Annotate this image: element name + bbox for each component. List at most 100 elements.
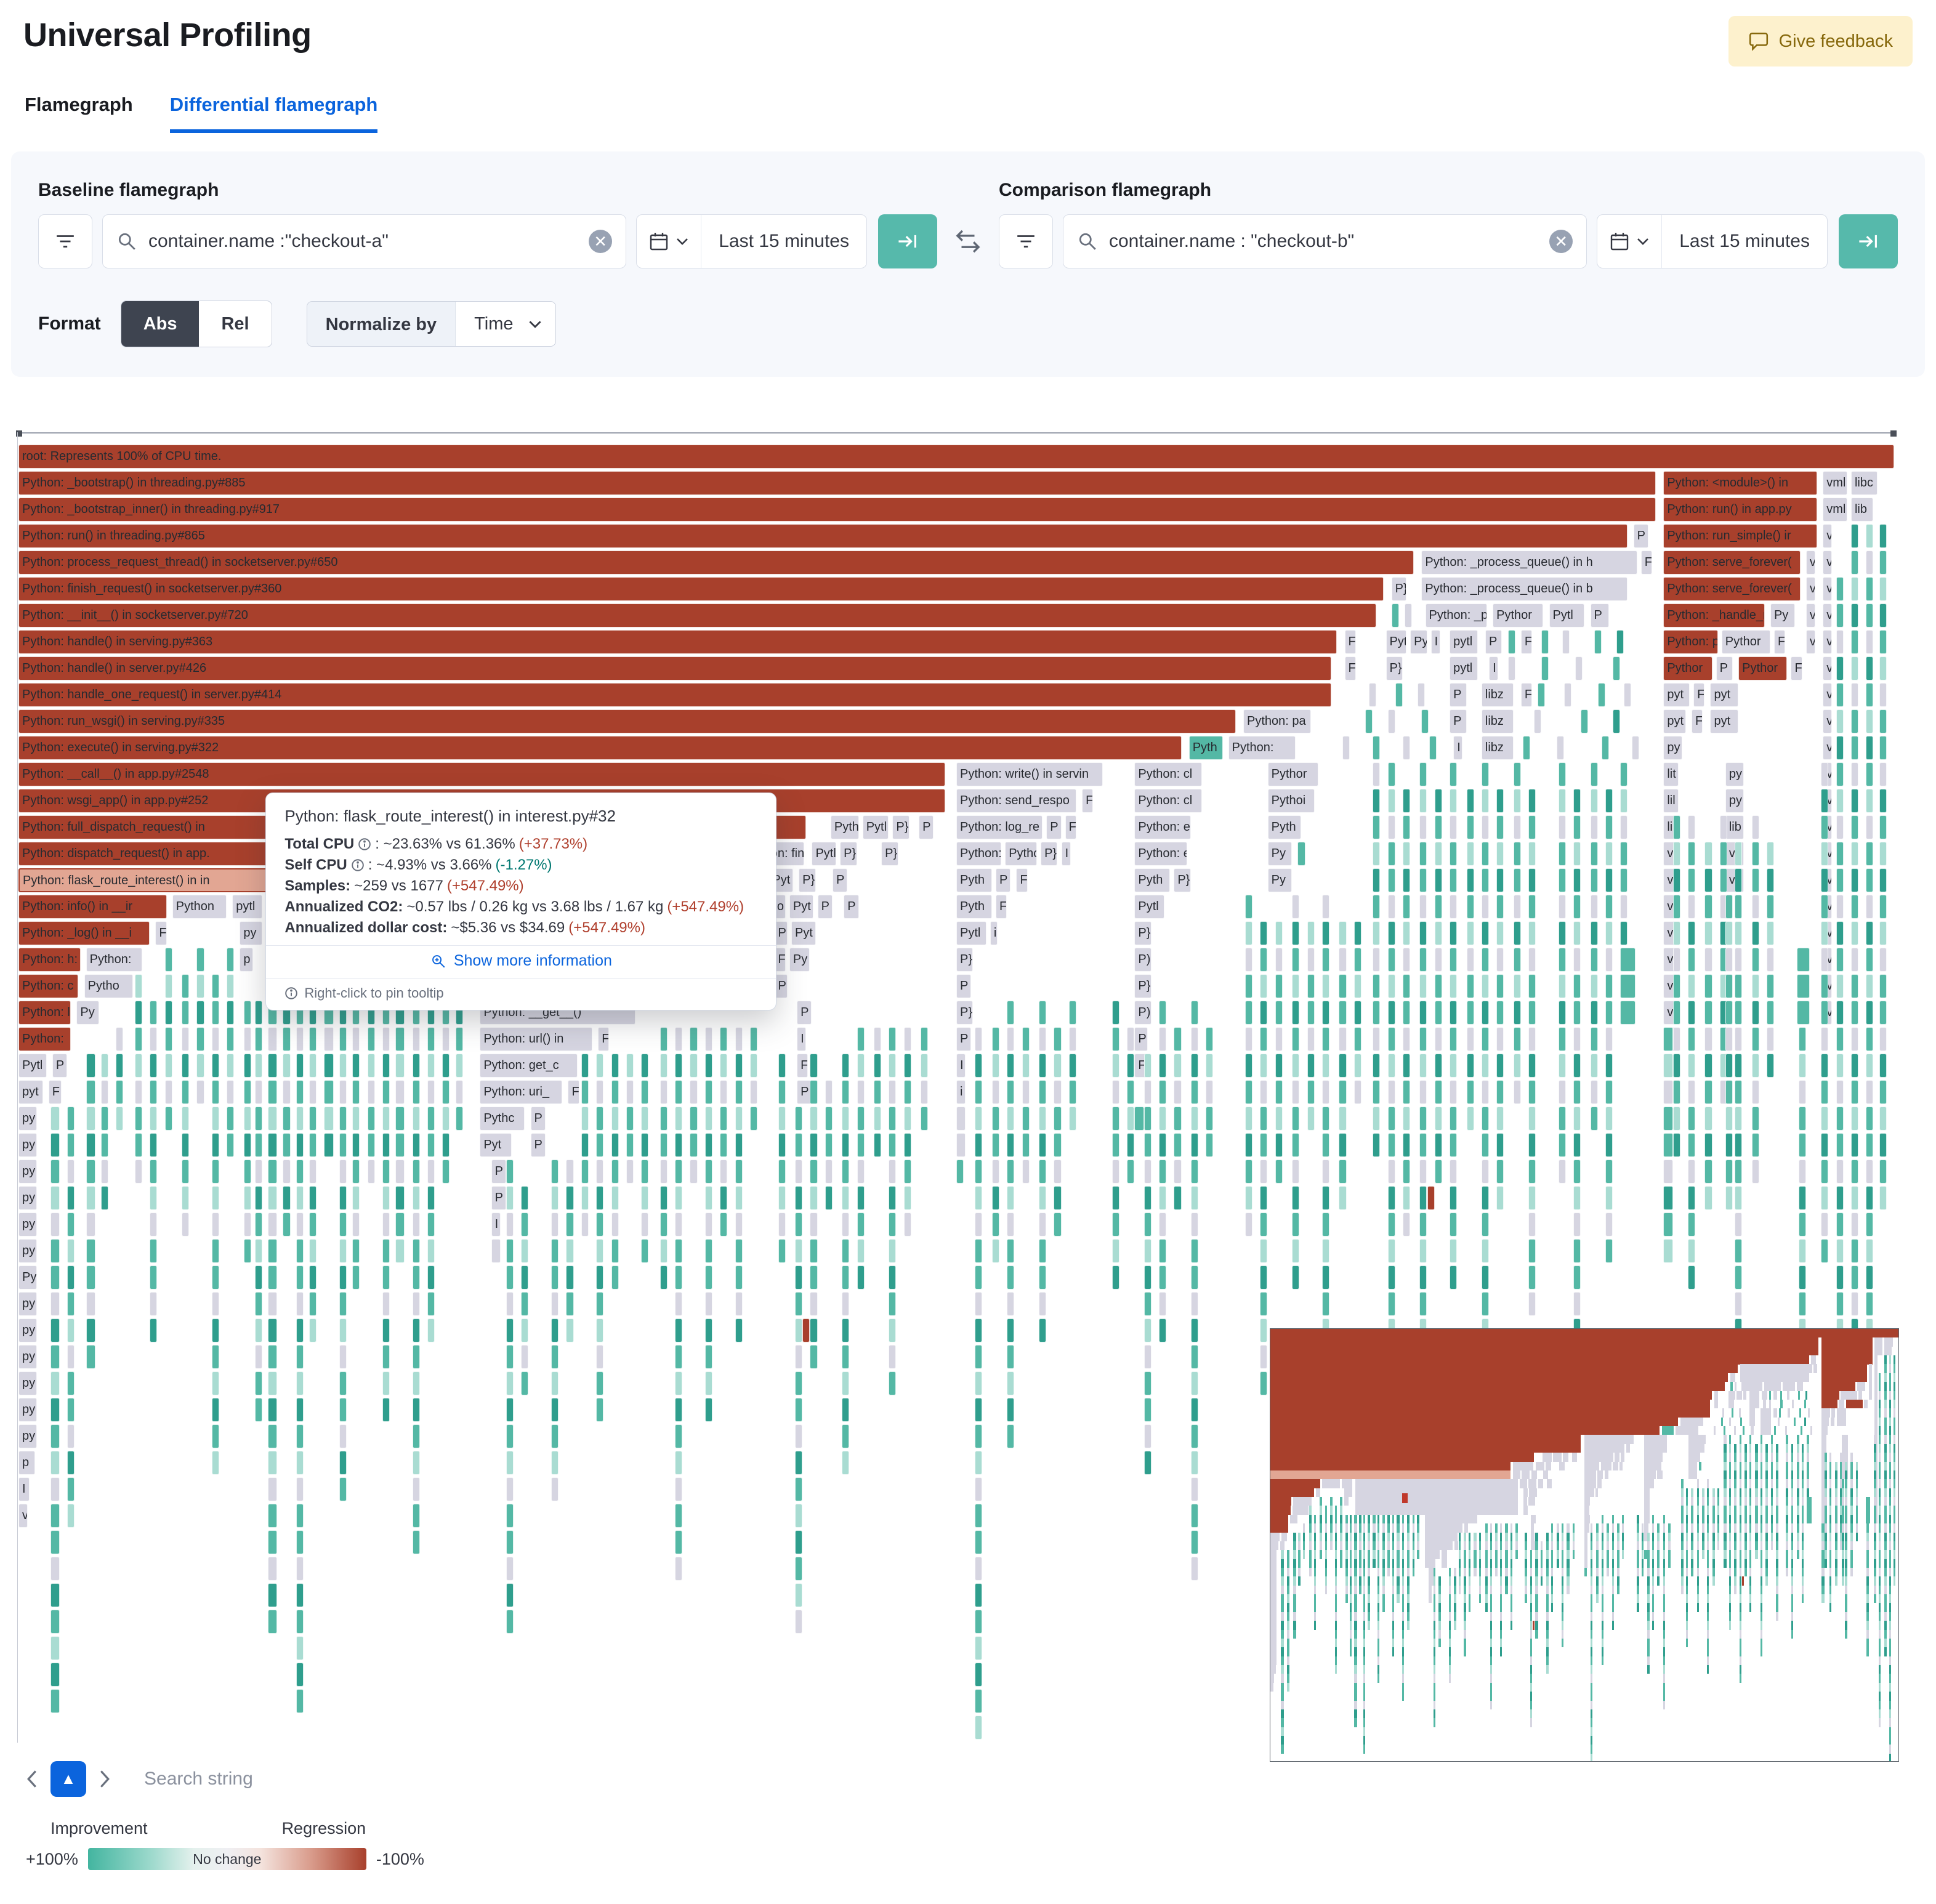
flame-frame[interactable] xyxy=(1450,1001,1458,1025)
flame-frame[interactable] xyxy=(1111,1186,1119,1210)
flame-frame[interactable]: pyt xyxy=(1710,709,1739,733)
flame-frame[interactable] xyxy=(50,1557,60,1581)
flame-frame[interactable] xyxy=(778,1186,786,1210)
flame-frame[interactable] xyxy=(1054,1080,1062,1104)
flame-frame[interactable] xyxy=(211,1424,219,1448)
flame-frame[interactable] xyxy=(50,1398,60,1422)
flame-frame[interactable] xyxy=(1687,1133,1695,1157)
flame-frame[interactable] xyxy=(1590,974,1598,998)
flame-frame[interactable] xyxy=(1528,1292,1536,1316)
flame-frame[interactable] xyxy=(921,1027,929,1051)
flame-frame[interactable] xyxy=(382,1133,390,1157)
flame-frame[interactable] xyxy=(1466,1107,1474,1131)
flame-frame[interactable]: Pyth xyxy=(1134,868,1171,892)
flame-frame[interactable] xyxy=(1866,762,1874,786)
flame-frame[interactable] xyxy=(101,1133,109,1157)
flame-frame[interactable] xyxy=(50,1133,60,1157)
flame-frame[interactable] xyxy=(975,1451,983,1475)
flame-frame[interactable] xyxy=(1339,1160,1347,1184)
flame-frame[interactable] xyxy=(842,1239,850,1263)
flame-frame[interactable]: F xyxy=(568,1080,579,1104)
flame-frame[interactable] xyxy=(551,1424,559,1448)
flame-frame[interactable] xyxy=(1387,762,1395,786)
flame-frame[interactable] xyxy=(1866,1001,1874,1025)
flame-frame[interactable] xyxy=(1821,1186,1829,1210)
flame-frame[interactable] xyxy=(1307,1107,1315,1131)
flame-frame[interactable] xyxy=(382,1371,390,1395)
flame-frame[interactable] xyxy=(1158,1318,1166,1342)
flame-frame[interactable] xyxy=(1704,842,1712,866)
flame-frame[interactable] xyxy=(211,1239,219,1263)
flame-frame[interactable] xyxy=(1307,1001,1315,1025)
flame-frame[interactable]: v xyxy=(1823,551,1833,575)
flame-frame[interactable] xyxy=(1573,895,1581,919)
flame-frame[interactable] xyxy=(889,1265,897,1289)
flame-frame[interactable] xyxy=(116,1027,124,1051)
flame-frame[interactable]: py xyxy=(18,1318,38,1342)
flame-frame[interactable] xyxy=(150,1001,158,1025)
flame-frame[interactable] xyxy=(1590,815,1598,839)
flame-frame[interactable] xyxy=(1245,1133,1253,1157)
flame-frame[interactable] xyxy=(1007,1160,1015,1184)
flame-frame[interactable] xyxy=(1481,842,1489,866)
flame-frame[interactable] xyxy=(1373,974,1381,998)
flame-frame[interactable] xyxy=(1866,736,1874,760)
flame-frame[interactable] xyxy=(521,1239,529,1263)
flame-frame[interactable] xyxy=(1419,1107,1427,1131)
flame-frame[interactable] xyxy=(296,1530,304,1554)
flame-frame[interactable] xyxy=(1850,815,1859,839)
flame-frame[interactable] xyxy=(227,974,235,998)
flame-frame[interactable] xyxy=(795,1160,803,1184)
flame-frame[interactable] xyxy=(1704,1054,1712,1078)
flame-frame[interactable] xyxy=(243,1212,251,1236)
flame-frame[interactable] xyxy=(1054,1133,1062,1157)
flame-frame[interactable] xyxy=(1260,1133,1268,1157)
flame-frame[interactable] xyxy=(1687,895,1695,919)
flame-frame[interactable] xyxy=(1581,709,1589,733)
flame-frame[interactable] xyxy=(1704,1001,1712,1025)
flame-frame[interactable]: Pythor xyxy=(1267,762,1318,786)
flame-frame[interactable] xyxy=(296,1265,304,1289)
flame-frame[interactable] xyxy=(991,1107,1000,1131)
flame-frame[interactable] xyxy=(134,1080,143,1104)
flame-frame[interactable] xyxy=(1850,1292,1859,1316)
flame-frame[interactable] xyxy=(1663,1239,1673,1263)
flame-frame[interactable] xyxy=(1725,1186,1733,1210)
flame-frame[interactable] xyxy=(268,1398,278,1422)
flame-frame[interactable] xyxy=(1850,1080,1859,1104)
flame-frame[interactable] xyxy=(382,1398,390,1422)
flame-frame[interactable] xyxy=(339,1292,347,1316)
flame-frame[interactable] xyxy=(704,1398,712,1422)
flame-frame[interactable] xyxy=(211,974,219,998)
flame-frame[interactable] xyxy=(1836,736,1844,760)
flame-frame[interactable] xyxy=(581,1212,589,1236)
flame-frame[interactable] xyxy=(164,1080,172,1104)
flame-frame[interactable]: I xyxy=(18,1477,30,1501)
flame-frame[interactable] xyxy=(1821,948,1829,972)
flame-frame[interactable] xyxy=(268,1504,278,1528)
flame-frame[interactable]: P xyxy=(491,1186,506,1210)
flame-frame[interactable]: I xyxy=(1453,736,1463,760)
flame-frame[interactable] xyxy=(795,1133,803,1157)
flame-frame[interactable] xyxy=(1704,1107,1712,1131)
flame-frame[interactable]: py xyxy=(1663,736,1682,760)
flame-frame[interactable] xyxy=(395,1239,405,1263)
flame-frame[interactable]: F xyxy=(1016,868,1028,892)
flame-frame[interactable] xyxy=(1275,1133,1283,1157)
previous-match-button[interactable] xyxy=(26,1770,38,1788)
flame-frame[interactable] xyxy=(254,1160,262,1184)
flame-frame[interactable] xyxy=(243,1001,251,1025)
flame-frame[interactable] xyxy=(659,1027,668,1051)
flame-frame[interactable]: libz xyxy=(1481,683,1514,707)
baseline-query-text[interactable]: container.name :"checkout-a" xyxy=(148,231,389,251)
flame-frame[interactable] xyxy=(1387,1160,1395,1184)
flame-frame[interactable]: P xyxy=(1046,815,1062,839)
flame-frame[interactable] xyxy=(427,1160,435,1184)
flame-frame[interactable] xyxy=(795,1239,803,1263)
flame-frame[interactable] xyxy=(1321,1265,1329,1289)
flame-frame[interactable] xyxy=(1879,603,1887,627)
flame-frame[interactable]: P xyxy=(530,1133,546,1157)
flame-frame[interactable] xyxy=(975,1027,983,1051)
flame-frame[interactable] xyxy=(1624,683,1632,707)
flame-frame[interactable] xyxy=(86,1133,95,1157)
